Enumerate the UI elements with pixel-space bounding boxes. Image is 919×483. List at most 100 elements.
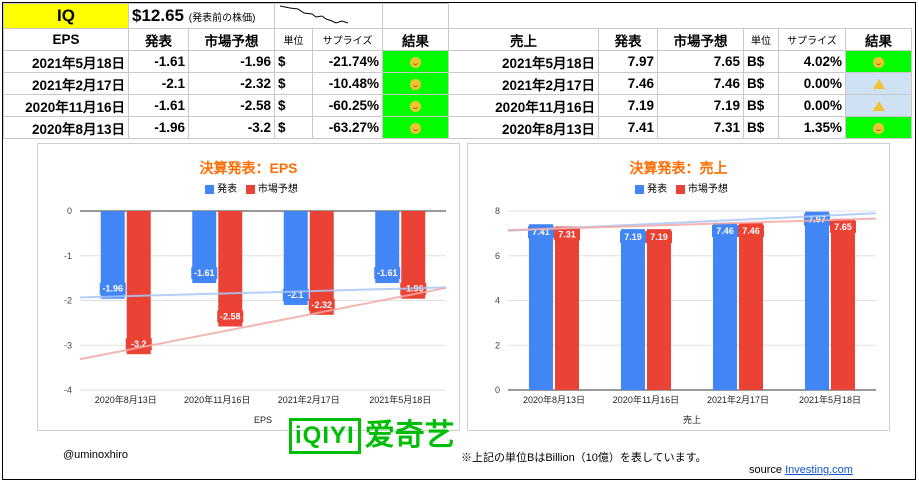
data-label-bg <box>620 231 646 244</box>
sales-forecast-cell[interactable]: 7.46 <box>657 72 744 95</box>
data-label-bg <box>374 267 401 280</box>
eps-forecast-cell[interactable]: -2.58 <box>188 94 275 117</box>
eps-result-cell[interactable] <box>382 50 449 73</box>
eps-surprise-cell[interactable]: -63.27% <box>312 116 383 139</box>
source-credit: source Investing.com <box>749 464 853 476</box>
legend-label-actual: 発表 <box>647 184 668 195</box>
sparkline-cell[interactable] <box>274 3 383 29</box>
eps-header-actual[interactable]: 発表 <box>128 28 189 51</box>
sales-unit-cell[interactable]: B$ <box>743 94 779 117</box>
sales-forecast-cell[interactable]: 7.65 <box>657 50 744 73</box>
sales-forecast-cell[interactable]: 7.31 <box>657 116 744 139</box>
eps-unit-cell[interactable]: $ <box>274 50 313 73</box>
price-cell[interactable]: $12.65 (発表前の株価) <box>128 3 275 29</box>
x-tick-label: 2021年5月18日 <box>799 394 861 405</box>
data-label-bg <box>308 298 335 311</box>
sales-date-cell[interactable]: 2021年5月18日 <box>448 50 599 73</box>
bar-forecast <box>647 229 671 390</box>
x-tick-label: 2020年8月13日 <box>523 394 585 405</box>
empty-cell <box>449 4 912 29</box>
sales-header-unit[interactable]: 単位 <box>743 28 779 51</box>
ticker-cell[interactable]: IQ <box>3 3 129 29</box>
logo-text: 爱奇艺 <box>364 419 455 452</box>
eps-actual-cell[interactable]: -1.61 <box>128 94 189 117</box>
sales-actual-cell[interactable]: 7.97 <box>598 50 658 73</box>
eps-surprise-cell[interactable]: -60.25% <box>312 94 383 117</box>
data-label: -1.96 <box>102 284 123 294</box>
sales-surprise-cell[interactable]: 4.02% <box>778 50 846 73</box>
sales-date-cell[interactable]: 2020年11月16日 <box>448 94 599 117</box>
eps-forecast-cell[interactable]: -1.96 <box>188 50 275 73</box>
sales-unit-cell[interactable]: B$ <box>743 116 779 139</box>
eps-surprise-cell[interactable]: -21.74% <box>312 50 383 73</box>
sales-result-cell[interactable] <box>845 50 912 73</box>
eps-actual-cell[interactable]: -2.1 <box>128 72 189 95</box>
sales-actual-cell[interactable]: 7.19 <box>598 94 658 117</box>
sales-chart-plot: 024687.417.197.467.977.317.197.467.65202… <box>495 206 877 425</box>
warning-icon <box>872 79 885 90</box>
bar-forecast <box>831 218 855 390</box>
sales-unit-cell[interactable]: B$ <box>743 72 779 95</box>
eps-header-result[interactable]: 結果 <box>382 28 449 51</box>
sales-surprise-cell[interactable]: 0.00% <box>778 94 846 117</box>
eps-forecast-cell[interactable]: -3.2 <box>188 116 275 139</box>
data-label-bg <box>738 225 764 238</box>
eps-result-cell[interactable] <box>382 94 449 117</box>
eps-date-cell[interactable]: 2020年8月13日 <box>3 116 129 139</box>
sales-header-result[interactable]: 結果 <box>845 28 912 51</box>
source-link[interactable]: Investing.com <box>785 464 853 476</box>
sales-header-surprise[interactable]: サプライズ <box>778 28 846 51</box>
bar-forecast <box>555 226 579 390</box>
sales-header-actual[interactable]: 発表 <box>598 28 658 51</box>
sales-actual-cell[interactable]: 7.46 <box>598 72 658 95</box>
sales-forecast-cell[interactable]: 7.19 <box>657 94 744 117</box>
eps-date-cell[interactable]: 2020年11月16日 <box>3 94 129 117</box>
sales-actual-cell[interactable]: 7.41 <box>598 116 658 139</box>
data-label: -2.58 <box>220 311 241 321</box>
sales-surprise-cell[interactable]: 0.00% <box>778 72 846 95</box>
sales-unit-cell[interactable]: B$ <box>743 50 779 73</box>
logo-box-text: iQIYI <box>289 418 361 454</box>
eps-header-surprise[interactable]: サプライズ <box>312 28 383 51</box>
sales-date-cell[interactable]: 2021年2月17日 <box>448 72 599 95</box>
sales-chart[interactable]: 決算発表：売上 発表 市場予想 024687.417.197.467.977.3… <box>467 143 890 431</box>
legend-swatch-actual <box>205 184 215 194</box>
warning-icon <box>872 101 885 112</box>
empty-cell[interactable] <box>382 3 449 29</box>
eps-actual-cell[interactable]: -1.61 <box>128 50 189 73</box>
data-label-bg <box>217 310 244 323</box>
sales-surprise-cell[interactable]: 1.35% <box>778 116 846 139</box>
sales-date-cell[interactable]: 2020年8月13日 <box>448 116 599 139</box>
bar-forecast <box>309 211 334 315</box>
iqiyi-logo: iQIYI 爱奇艺 <box>289 418 455 454</box>
eps-date-cell[interactable]: 2021年5月18日 <box>3 50 129 73</box>
eps-surprise-cell[interactable]: -10.48% <box>312 72 383 95</box>
sales-result-cell[interactable] <box>845 94 912 117</box>
eps-header-forecast[interactable]: 市場予想 <box>188 28 275 51</box>
sales-result-cell[interactable] <box>845 72 912 95</box>
legend-swatch-actual <box>635 184 645 194</box>
y-tick-label: 6 <box>495 251 500 261</box>
eps-actual-cell[interactable]: -1.96 <box>128 116 189 139</box>
eps-header-unit[interactable]: 単位 <box>274 28 313 51</box>
eps-unit-cell[interactable]: $ <box>274 116 313 139</box>
eps-unit-cell[interactable]: $ <box>274 72 313 95</box>
eps-forecast-cell[interactable]: -2.32 <box>188 72 275 95</box>
data-label: -2.32 <box>311 300 332 310</box>
x-tick-label: 2021年2月17日 <box>278 394 340 405</box>
eps-date-cell[interactable]: 2021年2月17日 <box>3 72 129 95</box>
sales-result-cell[interactable] <box>845 116 912 139</box>
bar-forecast <box>126 211 151 355</box>
sales-header-label[interactable]: 売上 <box>448 28 599 51</box>
smile-icon <box>410 56 421 68</box>
y-tick-label: 8 <box>495 206 500 216</box>
eps-chart[interactable]: 決算発表：EPS 発表 市場予想 0 -1 -2 -3 -4 -1.96 -1.61 -2.1… <box>37 143 460 431</box>
sales-header-forecast[interactable]: 市場予想 <box>657 28 744 51</box>
trendline-actual <box>79 286 447 299</box>
eps-result-cell[interactable] <box>382 116 449 139</box>
eps-unit-cell[interactable]: $ <box>274 94 313 117</box>
bar-actual <box>621 229 645 390</box>
eps-header-label[interactable]: EPS <box>3 28 129 51</box>
eps-result-cell[interactable] <box>382 72 449 95</box>
